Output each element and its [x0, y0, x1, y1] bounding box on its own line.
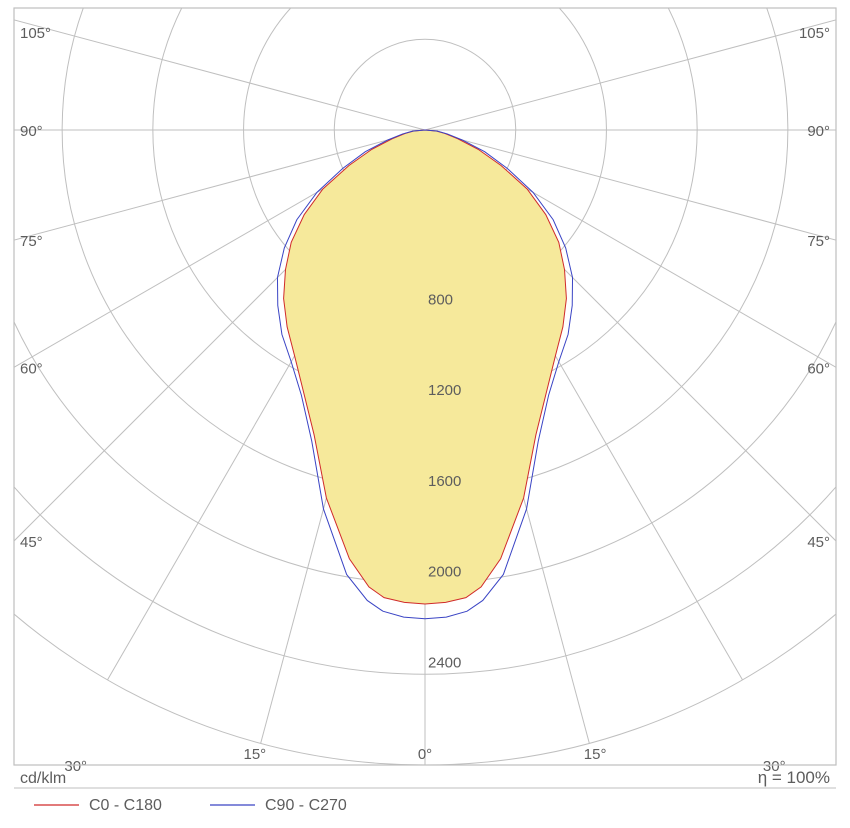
ring-label-1200: 1200 [428, 382, 461, 399]
ring-label-800: 800 [428, 291, 453, 308]
angle-label-right-45: 45° [807, 534, 830, 551]
angle-label-right-90: 90° [807, 123, 830, 140]
polar-light-distribution-chart: 800 1200 1600 2000 2400 105° 90° 75° 60° 45° 30° 1… [0, 0, 850, 828]
ring-label-2400: 2400 [428, 654, 461, 671]
angle-label-bottom-15: 15° [584, 746, 607, 763]
angle-label-right-75: 75° [807, 233, 830, 250]
angle-label-bottom-15: 15° [244, 746, 267, 763]
ring-label-2000: 2000 [428, 564, 461, 581]
angle-label-left-90: 90° [20, 123, 43, 140]
angle-label-left-75: 75° [20, 233, 43, 250]
angle-label-bottom-0: 0° [418, 746, 432, 763]
y-axis-label: cd/klm [20, 770, 66, 787]
ring-label-1600: 1600 [428, 473, 461, 490]
angle-label-left-105: 105° [20, 25, 51, 42]
angle-label-right-105: 105° [799, 25, 830, 42]
legend-label-0: C0 - C180 [89, 797, 162, 814]
angle-label-left-30: 30° [64, 758, 87, 775]
angle-label-left-45: 45° [20, 534, 43, 551]
angle-label-left-60: 60° [20, 360, 43, 377]
legend-label-1: C90 - C270 [265, 797, 347, 814]
efficiency-label: η = 100% [758, 768, 830, 787]
angle-label-right-60: 60° [807, 360, 830, 377]
